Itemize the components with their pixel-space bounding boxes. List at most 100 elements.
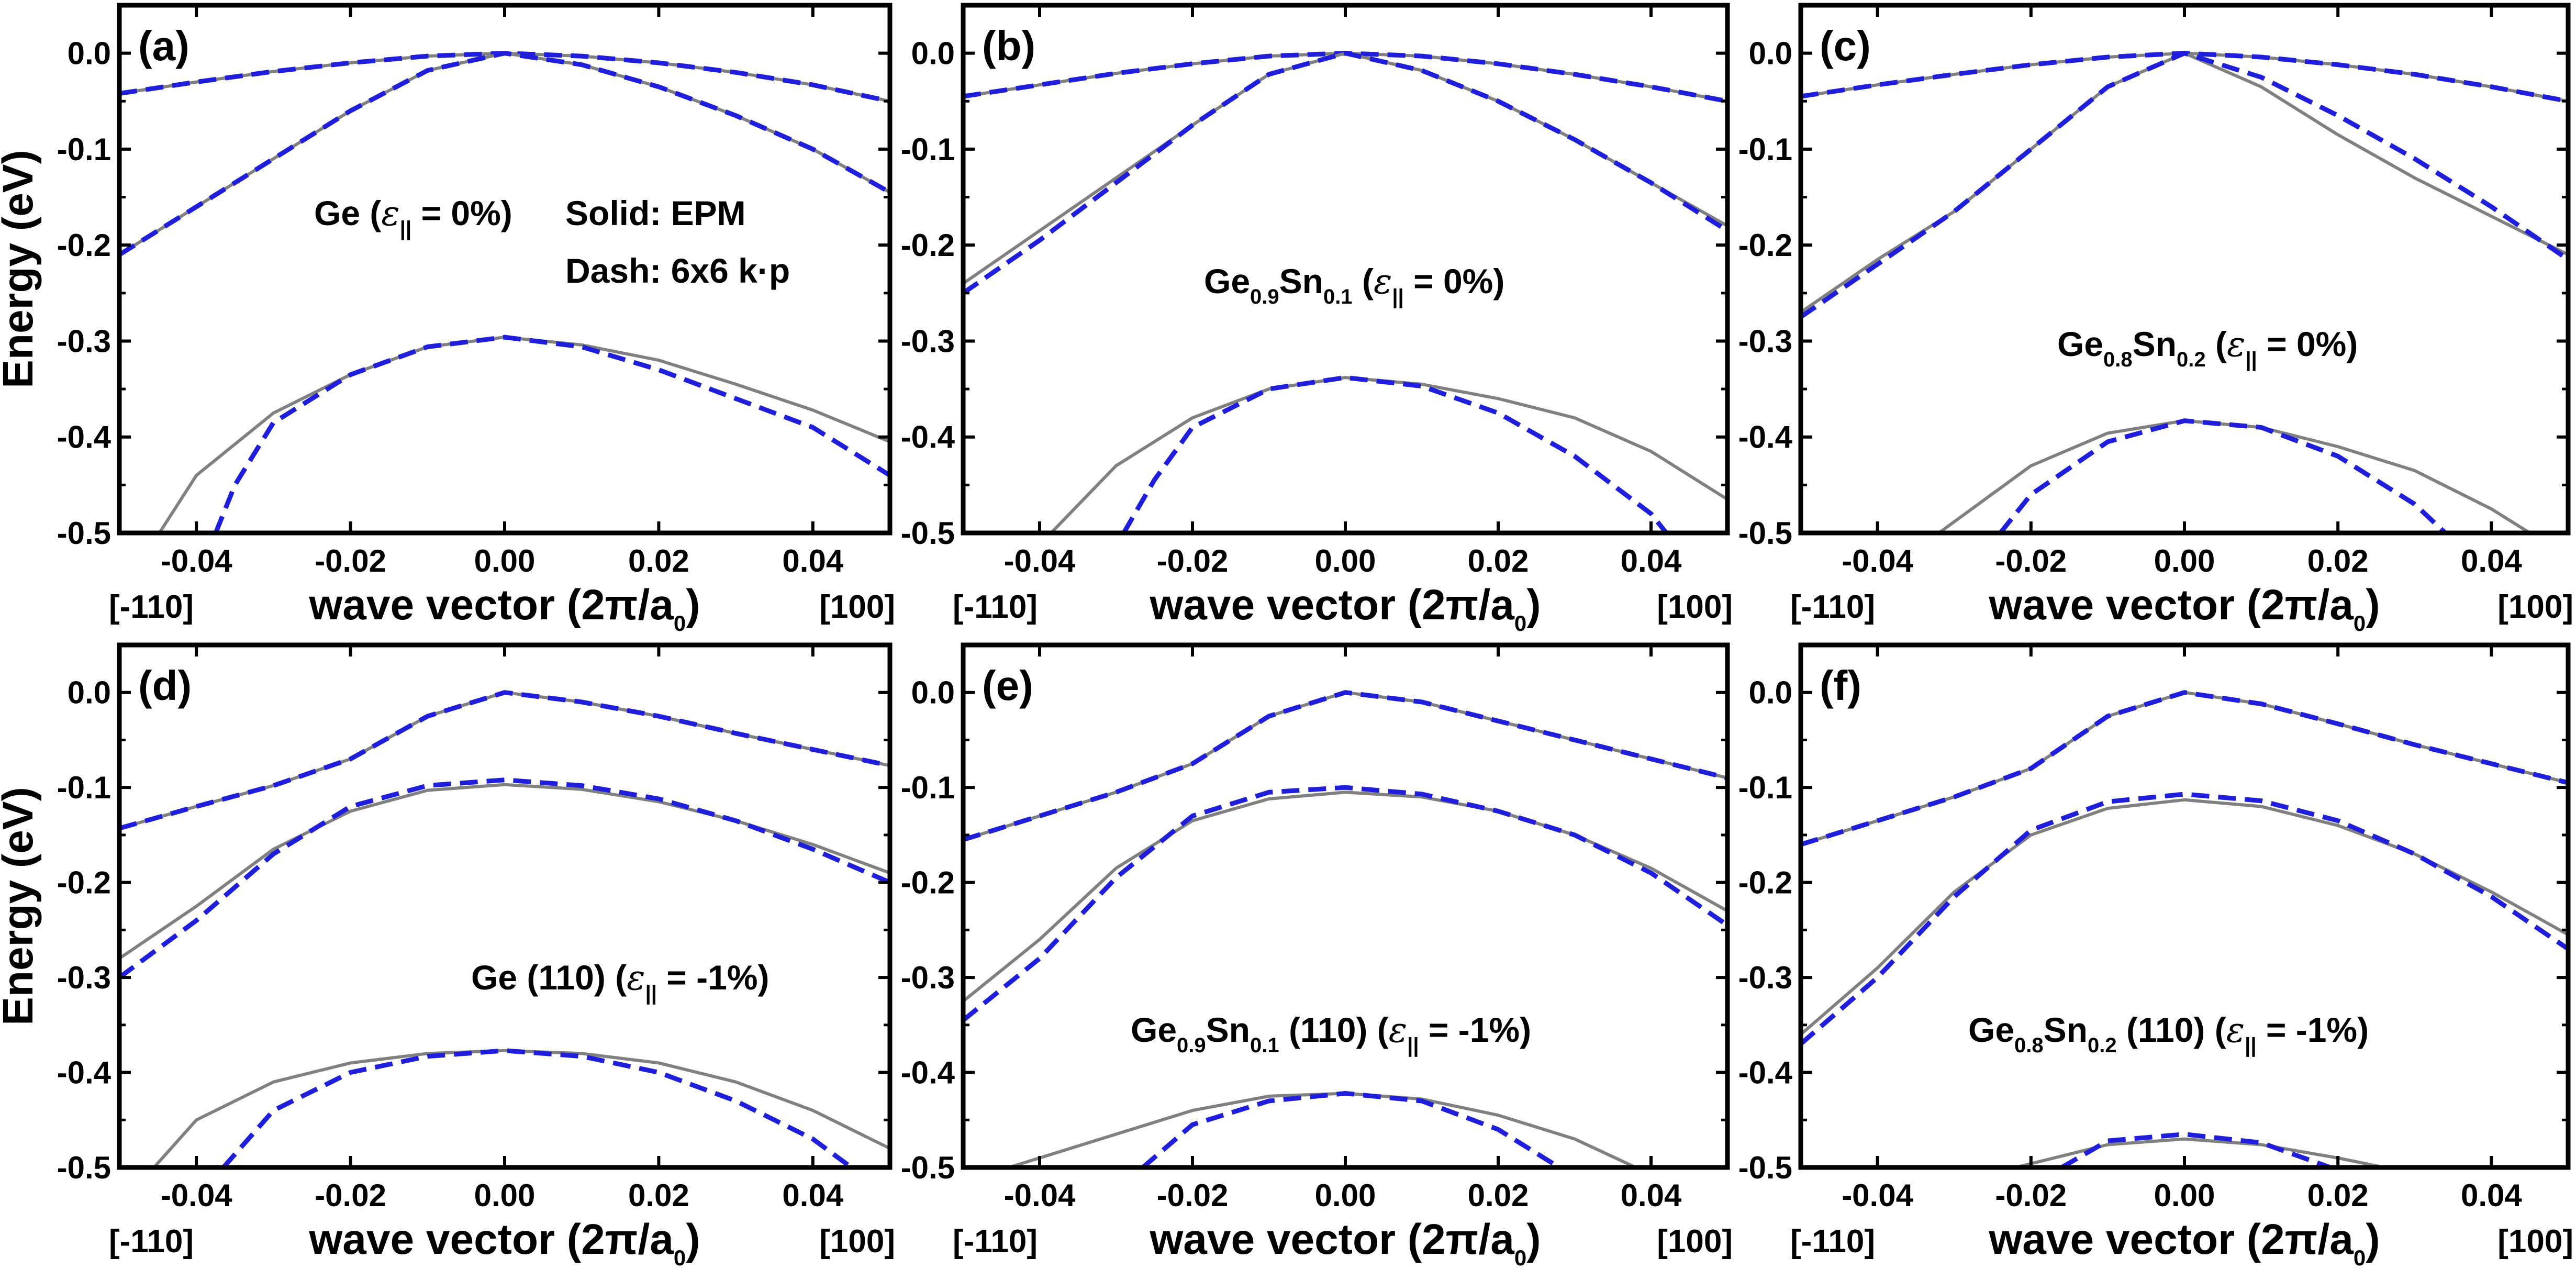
annotation-part: = -1%) xyxy=(1419,1010,1532,1049)
plot-frame xyxy=(1798,3,2571,536)
x-axis-label: wave vector (2π/a0) xyxy=(1988,581,2380,636)
x-axis-label-sub: 0 xyxy=(1514,1245,1526,1270)
x-direction-left: [-110] xyxy=(953,1223,1038,1260)
legend-text: Solid: EPM xyxy=(565,194,746,232)
panel-annotation: Ge0.8Sn0.2 (110) (ε|| = -1%) xyxy=(1968,1010,2369,1057)
x-axis-label-main: wave vector (2π/a xyxy=(308,1216,674,1263)
y-tick-label: -0.2 xyxy=(901,228,955,263)
x-axis-label-tail: ) xyxy=(1526,1216,1541,1263)
x-tick-label: 0.02 xyxy=(628,543,689,578)
kp-series-line xyxy=(1801,51,2568,104)
y-tick-label: -0.4 xyxy=(57,1055,111,1090)
kp-series-line xyxy=(213,335,890,533)
panel-f: 0.0 -0.1 -0.2 -0.3 -0.4 -0.5 -0.04 -0.02 0.00 0.0… xyxy=(1738,642,2573,1270)
x-tick-label: -0.02 xyxy=(1995,1178,2067,1213)
annotation-part: Sn xyxy=(2044,1010,2088,1049)
annotation-subscript: || xyxy=(1407,1034,1419,1057)
x-axis-label: wave vector (2π/a0) xyxy=(308,1216,700,1270)
x-axis-label: wave vector (2π/a0) xyxy=(1149,1216,1541,1270)
epm-series-line xyxy=(1801,691,2568,846)
panel-label: (c) xyxy=(1820,23,1871,69)
epm-series-line xyxy=(119,691,890,830)
kp-series-line xyxy=(1801,792,2568,1046)
kp-series-line xyxy=(963,785,1727,1022)
y-tick-label: -0.1 xyxy=(1738,132,1792,167)
x-direction-right: [100] xyxy=(2497,589,2573,625)
x-tick-label: 0.02 xyxy=(2307,543,2369,578)
x-direction-left: [-110] xyxy=(109,1223,194,1260)
y-tick-label: -0.3 xyxy=(901,324,955,359)
series-group xyxy=(1801,51,2568,533)
kp-series-line xyxy=(2060,1132,2332,1167)
x-axis-label: wave vector (2π/a0) xyxy=(1988,1216,2380,1270)
annotation-part: ( xyxy=(1353,262,1374,300)
x-tick-label: 0.00 xyxy=(474,543,536,578)
kp-series-line xyxy=(1141,1091,1561,1167)
panel-annotation: Ge (ε|| = 0%) xyxy=(314,193,512,240)
epm-series-line xyxy=(1050,376,1727,533)
y-tick-label: -0.4 xyxy=(1738,420,1793,455)
annotation-part: ε xyxy=(2226,1010,2245,1050)
epm-series-line xyxy=(963,791,1727,1003)
y-tick-label: -0.5 xyxy=(1738,1150,1792,1185)
y-tick-label: -0.1 xyxy=(57,770,111,805)
y-tick-label: -0.3 xyxy=(57,960,111,995)
y-tick-label: 0.0 xyxy=(68,36,111,71)
epm-series-line xyxy=(1801,51,2568,314)
annotation-part: (110) ( xyxy=(2117,1010,2226,1049)
panel-a: 0.0 -0.1 -0.2 -0.3 -0.4 -0.5 -0.04 -0.02 0.00 0.0… xyxy=(0,3,895,636)
legend-text: Dash: 6x6 k·p xyxy=(565,251,790,290)
x-tick-label: -0.04 xyxy=(1004,1178,1076,1213)
annotation-subscript: || xyxy=(400,217,411,240)
annotation-subscript: 0.1 xyxy=(1250,1034,1279,1057)
kp-series-line xyxy=(963,51,1727,295)
y-tick-label: -0.1 xyxy=(901,132,955,167)
x-axis-label-sub: 0 xyxy=(1514,611,1526,636)
x-tick-label: 0.04 xyxy=(1621,1178,1682,1213)
annotation-part: ε xyxy=(381,193,399,233)
panel-b: 0.0 -0.1 -0.2 -0.3 -0.4 -0.5 -0.04 -0.02 0.00 0.0… xyxy=(901,3,1733,636)
x-tick-label: 0.00 xyxy=(2154,1178,2215,1213)
plot-frame xyxy=(117,642,893,1170)
annotation-part: Ge xyxy=(1204,262,1250,300)
y-tick-label: -0.5 xyxy=(1738,516,1792,551)
annotation-subscript: || xyxy=(2245,348,2257,371)
y-axis-label: Energy (eV) xyxy=(0,787,42,1026)
x-axis-label-tail: ) xyxy=(2366,581,2380,629)
annotation-subscript: || xyxy=(645,982,657,1005)
x-axis-label: wave vector (2π/a0) xyxy=(308,581,700,636)
panel-annotation: Ge (110) (ε|| = -1%) xyxy=(471,958,770,1005)
y-tick-label: -0.4 xyxy=(1738,1055,1793,1090)
kp-series-line xyxy=(1998,418,2447,533)
annotation-part: Ge xyxy=(1968,1010,2014,1049)
series-group xyxy=(119,690,890,1167)
y-tick-label: -0.4 xyxy=(901,1055,955,1090)
y-tick-label: 0.0 xyxy=(1749,675,1792,710)
plot-frame xyxy=(961,642,1730,1170)
x-direction-right: [100] xyxy=(1657,1223,1733,1260)
kp-series-line xyxy=(119,777,890,980)
annotation-part: ( xyxy=(2206,325,2227,363)
x-tick-label: 0.02 xyxy=(1468,543,1529,578)
annotation-part: Ge ( xyxy=(314,194,381,232)
plot-frame xyxy=(961,3,1730,536)
annotation-part: ε xyxy=(1389,1010,1407,1050)
annotation-subscript: 0.2 xyxy=(2177,348,2206,371)
epm-series-line xyxy=(1938,419,2531,533)
annotation-part: Ge xyxy=(2057,325,2103,363)
y-tick-label: -0.3 xyxy=(1738,324,1792,359)
x-axis-label-main: wave vector (2π/a xyxy=(1988,581,2354,629)
panel-label: (b) xyxy=(982,23,1035,69)
x-axis-label-tail: ) xyxy=(686,1216,700,1263)
annotation-subscript: 0.1 xyxy=(1323,285,1353,308)
annotation-part: = 0%) xyxy=(2257,325,2358,363)
x-axis-label-main: wave vector (2π/a xyxy=(1988,1216,2354,1263)
panel-d: 0.0 -0.1 -0.2 -0.3 -0.4 -0.5 -0.04 -0.02 0.00 0.0… xyxy=(0,642,895,1270)
y-tick-label: -0.1 xyxy=(57,132,111,167)
y-tick-label: 0.0 xyxy=(911,675,955,710)
y-tick-label: 0.0 xyxy=(911,36,955,71)
x-axis-label-sub: 0 xyxy=(2354,1245,2366,1270)
x-tick-label: -0.02 xyxy=(315,543,386,578)
x-axis-label-tail: ) xyxy=(2366,1216,2380,1263)
